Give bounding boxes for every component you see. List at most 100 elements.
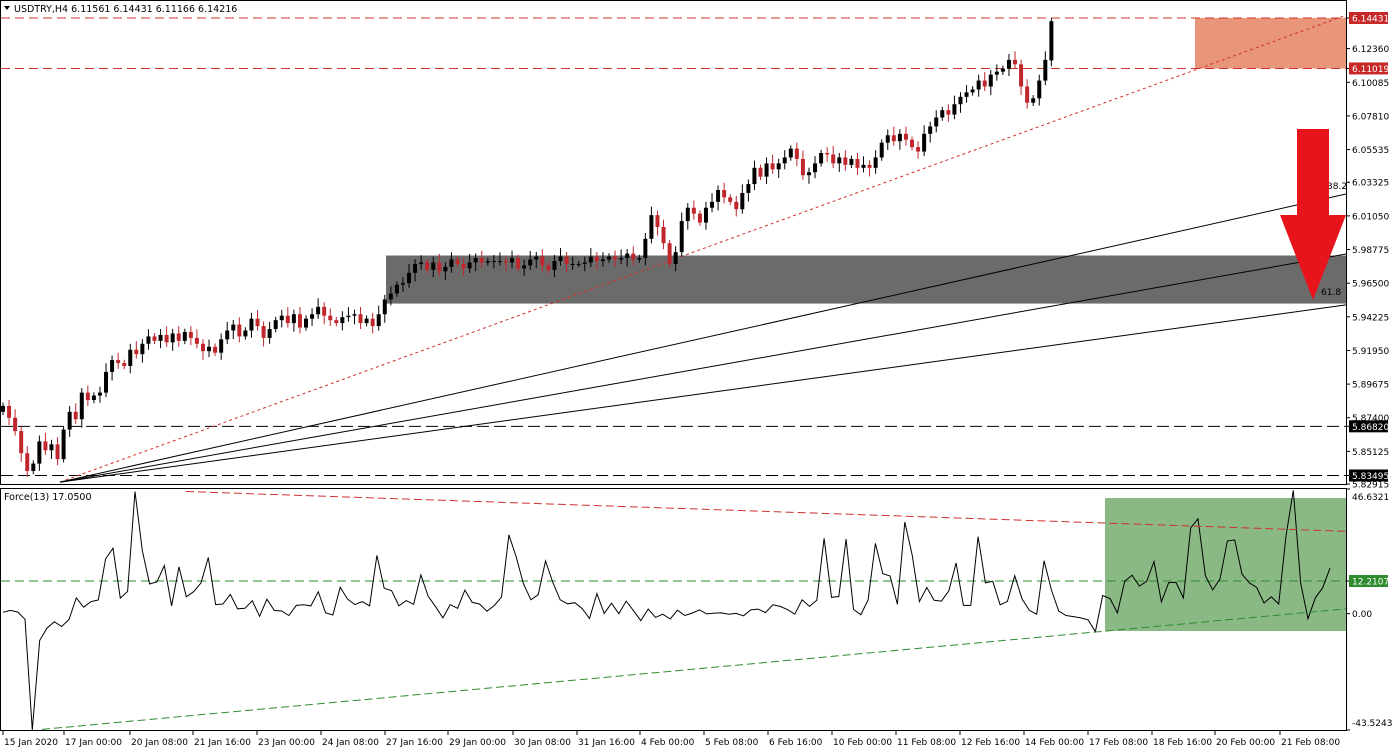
candle-body — [122, 363, 127, 366]
candle-body — [297, 314, 302, 328]
candle — [91, 392, 96, 404]
candle — [182, 328, 187, 345]
force-index-series — [1, 490, 1347, 730]
candle-body — [261, 326, 266, 338]
candle-body — [200, 343, 205, 352]
price-tag — [1349, 469, 1388, 482]
candle-body — [273, 320, 278, 330]
candle — [188, 326, 193, 346]
candle-body — [691, 207, 696, 214]
candle — [879, 139, 884, 161]
candle-body — [970, 89, 975, 93]
price-tag — [1349, 11, 1388, 24]
time-tick-label: 15 Jan 2020 — [4, 738, 58, 748]
candle — [970, 86, 975, 96]
candle-body — [1013, 59, 1018, 65]
time-tick-label: 6 Feb 16:00 — [769, 738, 823, 748]
candle-body — [97, 392, 102, 396]
candle-body — [825, 153, 830, 155]
candle — [510, 250, 515, 269]
candle-body — [588, 256, 593, 263]
candle — [340, 311, 345, 331]
candle-body — [916, 147, 921, 152]
candle-body — [116, 360, 121, 364]
candle-body — [843, 157, 848, 165]
candle — [407, 264, 412, 288]
candle — [322, 302, 327, 325]
candle-body — [194, 337, 199, 344]
candle-body — [394, 284, 399, 294]
time-tick-label: 27 Jan 16:00 — [386, 738, 443, 748]
candle-body — [976, 80, 981, 90]
collapse-triangle-icon[interactable] — [4, 6, 10, 10]
candle-body — [716, 190, 721, 202]
candle — [782, 150, 787, 170]
candle — [158, 329, 163, 349]
time-tick-label: 31 Jan 16:00 — [578, 738, 635, 748]
candle-body — [419, 262, 424, 264]
candle — [273, 316, 278, 333]
candle — [788, 145, 793, 161]
candle — [170, 328, 175, 351]
time-tick-label: 21 Feb 08:00 — [1281, 738, 1340, 748]
candle-body — [576, 263, 581, 265]
candle — [667, 239, 672, 268]
candle-body — [552, 260, 557, 270]
candle-body — [873, 157, 878, 168]
candle-body — [134, 349, 139, 355]
candle-body — [643, 238, 648, 259]
indicator-tick-label: 0.00 — [1352, 610, 1372, 620]
candle-body — [1000, 68, 1005, 72]
candle — [522, 259, 527, 276]
candle-body — [564, 256, 569, 264]
price-tag-label: 6.11019 — [1352, 65, 1389, 75]
candle-body — [540, 256, 545, 266]
candle-body — [582, 262, 587, 264]
time-tick-label: 18 Feb 16:00 — [1153, 738, 1212, 748]
candle — [625, 249, 630, 267]
time-tick-label: 17 Feb 08:00 — [1089, 738, 1148, 748]
candle — [576, 260, 581, 268]
candle-body — [764, 163, 769, 177]
candle-body — [340, 317, 345, 324]
candle-body — [49, 444, 54, 451]
candle-body — [1049, 21, 1054, 61]
candle-body — [776, 163, 781, 170]
price-tick-label: 5.87400 — [1352, 414, 1389, 424]
candle-body — [1006, 59, 1011, 69]
candle — [958, 92, 963, 113]
time-tick-label: 17 Jan 00:00 — [65, 738, 122, 748]
candle-body — [13, 417, 18, 432]
candle-body — [67, 411, 72, 430]
price-tag-label: 6.14431 — [1352, 14, 1389, 24]
candle-body — [837, 157, 842, 164]
candle-body — [631, 253, 636, 260]
candle — [316, 298, 321, 319]
candle — [370, 312, 375, 334]
candle — [952, 95, 957, 120]
candle-body — [382, 299, 387, 315]
candle — [916, 141, 921, 159]
candle-body — [546, 265, 551, 270]
candle-body — [1025, 86, 1030, 103]
candle-body — [946, 110, 951, 115]
candle-body — [922, 133, 927, 152]
time-tick-label: 24 Jan 08:00 — [322, 738, 379, 748]
indicator-resistance-line — [185, 490, 1347, 532]
candle-body — [437, 262, 442, 272]
time-tick-label: 23 Jan 00:00 — [258, 738, 315, 748]
candle — [49, 439, 54, 459]
candle-body — [655, 215, 660, 227]
candle — [570, 256, 575, 270]
candle-body — [528, 259, 533, 266]
price-tick-label: 6.05535 — [1352, 146, 1389, 156]
candle — [564, 251, 569, 273]
candle — [116, 352, 121, 369]
candle-body — [758, 167, 763, 177]
candle — [358, 306, 363, 330]
candle-body — [952, 104, 957, 115]
candle-body — [722, 190, 727, 198]
fib-label-38-2: 38.2 — [1327, 182, 1347, 192]
candle-body — [958, 96, 963, 105]
